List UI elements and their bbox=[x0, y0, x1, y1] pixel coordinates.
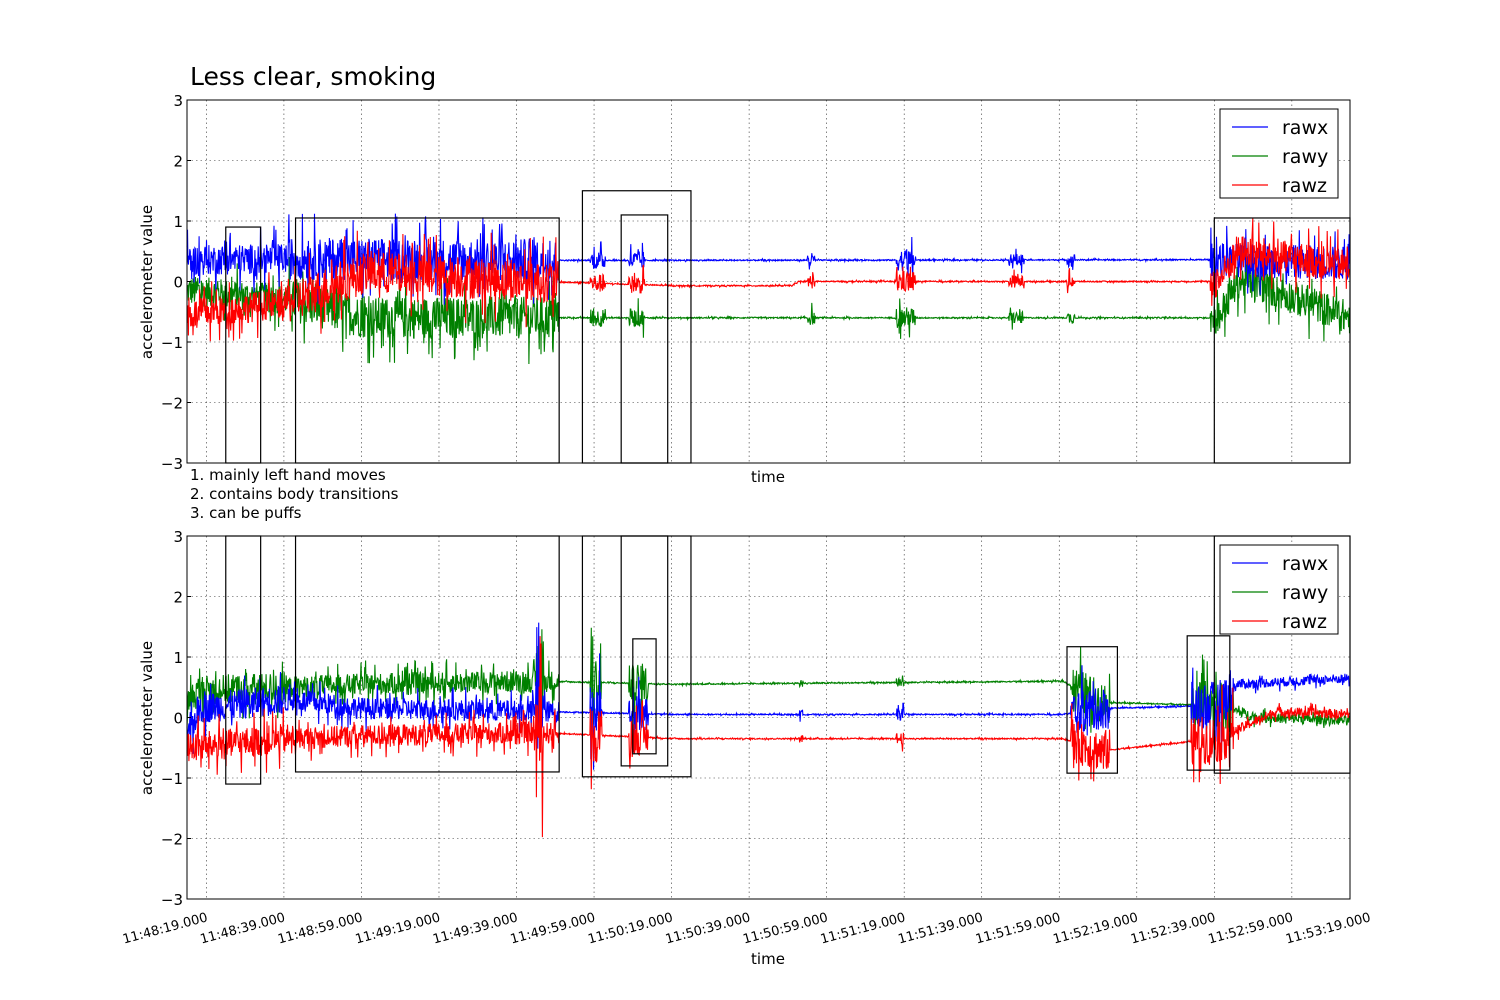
note-2: 2. contains body transitions bbox=[190, 485, 399, 503]
highlight-box-1-0 bbox=[225, 535, 262, 785]
series-line-rawx bbox=[186, 213, 1351, 305]
y-tick-label: −2 bbox=[161, 395, 183, 413]
y-tick-label: −3 bbox=[161, 891, 183, 909]
y-tick-label: 0 bbox=[173, 710, 183, 728]
note-3: 3. can be puffs bbox=[190, 504, 302, 522]
series-line-rawz bbox=[186, 218, 1350, 342]
top-legend: rawx rawy rawz bbox=[1219, 108, 1339, 199]
y-tick-label: −1 bbox=[161, 770, 183, 788]
y-tick-label: 0 bbox=[173, 274, 183, 292]
highlight-box-0-1 bbox=[294, 217, 560, 464]
legend-frame bbox=[1219, 544, 1339, 635]
highlight-box-1-1 bbox=[294, 535, 560, 773]
legend-label-rawx: rawx bbox=[1282, 117, 1328, 139]
top-y-ticks: 3 2 1 0 −1 −2 −3 bbox=[161, 92, 191, 473]
y-tick-label: −3 bbox=[161, 455, 183, 473]
legend-frame bbox=[1219, 108, 1339, 199]
bottom-legend: rawx rawy rawz bbox=[1219, 544, 1339, 635]
highlight-box-0-4 bbox=[1213, 217, 1351, 464]
highlight-box-0-3 bbox=[620, 214, 669, 464]
note-1: 1. mainly left hand moves bbox=[190, 466, 386, 484]
series-line-rawy bbox=[186, 249, 1351, 365]
legend-label-rawz: rawz bbox=[1282, 611, 1327, 633]
highlight-box-1-3 bbox=[620, 535, 669, 767]
highlight-box-0-0 bbox=[225, 226, 262, 464]
series-line-rawz bbox=[186, 636, 1350, 838]
highlight-box-1-7 bbox=[1213, 535, 1351, 774]
top-y-axis-label: accelerometer value bbox=[138, 205, 156, 359]
y-tick-label: 1 bbox=[173, 213, 183, 231]
y-tick-label: 2 bbox=[173, 589, 183, 607]
legend-label-rawy: rawy bbox=[1282, 146, 1328, 168]
legend-label-rawy: rawy bbox=[1282, 582, 1328, 604]
y-tick-label: −1 bbox=[161, 334, 183, 352]
series-line-rawx bbox=[186, 622, 1351, 770]
highlight-box-1-6 bbox=[1186, 635, 1231, 771]
series-line-rawy bbox=[186, 627, 1350, 742]
y-tick-label: 1 bbox=[173, 649, 183, 667]
top-x-axis-label: time bbox=[751, 468, 785, 486]
y-tick-label: 3 bbox=[173, 528, 183, 546]
highlight-box-1-4 bbox=[632, 638, 657, 755]
bottom-y-axis-label: accelerometer value bbox=[138, 641, 156, 795]
bottom-x-axis-label: time bbox=[751, 950, 785, 968]
y-tick-label: 3 bbox=[173, 92, 183, 110]
top-series-lines bbox=[186, 213, 1351, 365]
y-tick-label: −2 bbox=[161, 831, 183, 849]
chart-title: Less clear, smoking bbox=[190, 62, 436, 91]
highlight-box-1-5 bbox=[1066, 646, 1118, 774]
legend-label-rawx: rawx bbox=[1282, 553, 1328, 575]
y-tick-label: 2 bbox=[173, 153, 183, 171]
bottom-series-lines bbox=[186, 622, 1351, 838]
top-subplot: 3 2 1 0 −1 −2 −3 accelerometer value time rawx… bbox=[138, 92, 1351, 486]
bottom-y-ticks: 3 2 1 0 −1 −2 −3 bbox=[161, 528, 191, 909]
legend-label-rawz: rawz bbox=[1282, 175, 1327, 197]
highlight-boxes bbox=[225, 190, 1351, 785]
